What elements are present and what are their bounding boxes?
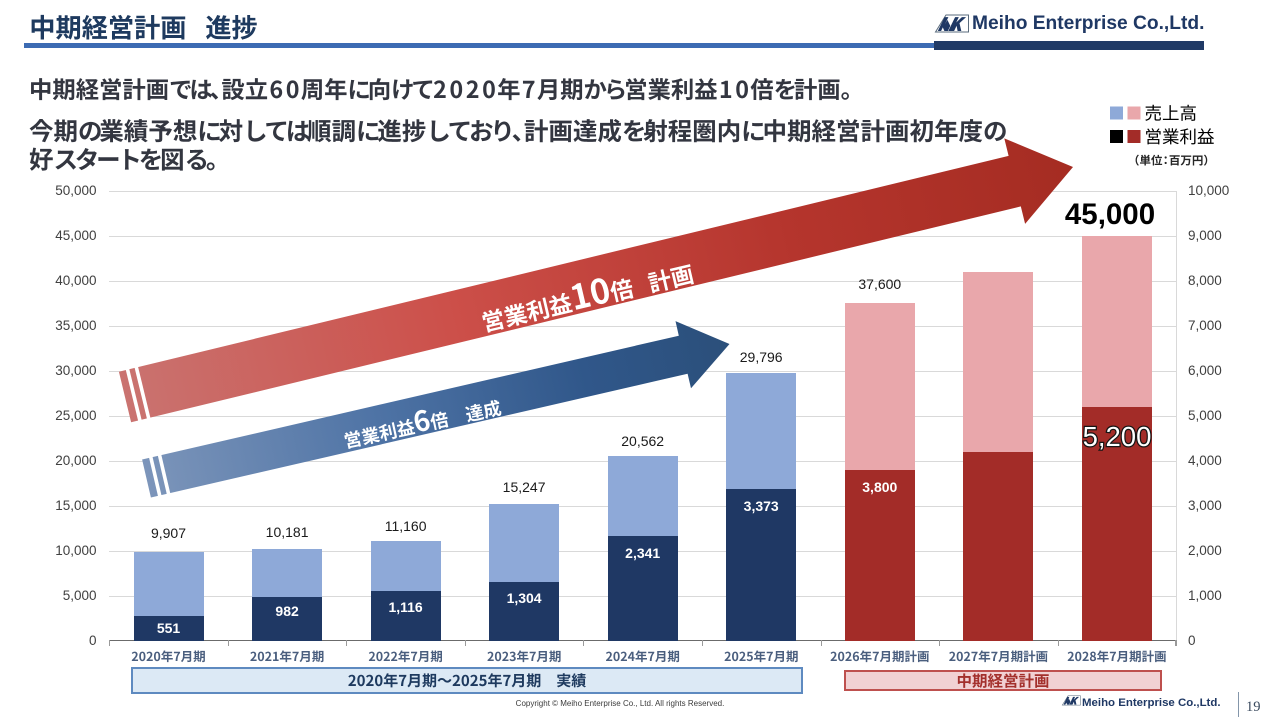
svg-text:5,200: 5,200: [1083, 421, 1152, 452]
